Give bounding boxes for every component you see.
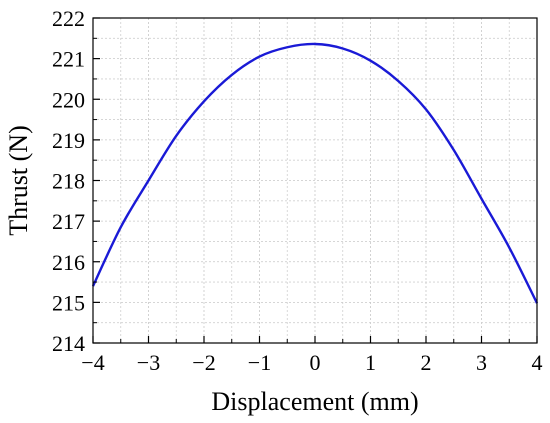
y-tick-label: 214 bbox=[52, 331, 85, 356]
ticks bbox=[92, 17, 538, 344]
y-tick-label: 221 bbox=[52, 47, 85, 72]
y-tick-label: 217 bbox=[52, 209, 85, 234]
grid bbox=[93, 18, 537, 343]
y-tick-label: 216 bbox=[52, 250, 85, 275]
y-tick-label: 215 bbox=[52, 290, 85, 315]
x-tick-label: 0 bbox=[310, 350, 321, 375]
y-axis-title: Thrust (N) bbox=[4, 125, 33, 235]
x-tick-label: 3 bbox=[476, 350, 487, 375]
y-tick-label: 220 bbox=[52, 87, 85, 112]
tick-labels: −4 −3 −2 −1 0 1 2 3 4 214 215 216 217 218 219 220 221 222 bbox=[52, 6, 543, 375]
y-tick-label: 219 bbox=[52, 128, 85, 153]
x-tick-label: −3 bbox=[137, 350, 160, 375]
x-tick-label: 2 bbox=[421, 350, 432, 375]
thrust-series-line bbox=[91, 42, 539, 304]
y-tick-label: 222 bbox=[52, 6, 85, 31]
x-tick-label: 4 bbox=[532, 350, 543, 375]
series-layer bbox=[91, 42, 539, 304]
x-tick-label: −4 bbox=[81, 350, 104, 375]
x-axis-title: Displacement (mm) bbox=[211, 387, 418, 416]
y-tick-label: 218 bbox=[52, 169, 85, 194]
x-tick-label: 1 bbox=[365, 350, 376, 375]
x-tick-label: −2 bbox=[192, 350, 215, 375]
x-tick-label: −1 bbox=[248, 350, 271, 375]
